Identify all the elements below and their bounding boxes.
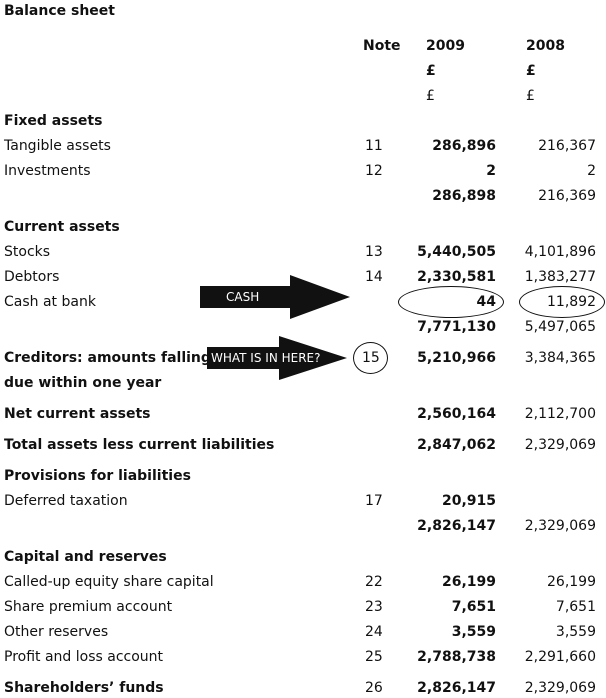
cash-arrow-icon — [200, 275, 350, 319]
row-label: Total assets less current liabilities — [4, 437, 275, 453]
subtotal-2008: 5,497,065 — [524, 319, 596, 335]
value-2008: 3,559 — [555, 624, 596, 640]
value-2008: 4,101,896 — [524, 244, 596, 260]
value-2009: 7,651 — [451, 599, 496, 615]
section-provisions: Provisions for liabilities — [4, 468, 191, 484]
row-label: Called-up equity share capital — [4, 574, 214, 590]
value-2008: 26,199 — [547, 574, 596, 590]
row-note: 12 — [365, 163, 383, 179]
subtotal-2009: 7,771,130 — [417, 319, 496, 335]
value-2009: 3,559 — [451, 624, 496, 640]
section-current-assets: Current assets — [4, 219, 120, 235]
cash-2008-circle — [519, 286, 605, 318]
row-note: 24 — [365, 624, 383, 640]
value-2009: 2,560,164 — [417, 406, 496, 422]
note-column-header: Note — [363, 38, 401, 54]
creditors-arrow-label: WHAT IS IN HERE? — [211, 351, 321, 365]
value-2008: 2,112,700 — [524, 406, 596, 422]
value-2008: 1,383,277 — [524, 269, 596, 285]
value-2008: 2,329,069 — [524, 680, 596, 696]
value-2009: 20,915 — [441, 493, 496, 509]
currency-2008: £ — [526, 63, 536, 79]
row-label: Tangible assets — [4, 138, 111, 154]
row-label: Net current assets — [4, 406, 151, 422]
subtotal-2009: 286,898 — [432, 188, 496, 204]
subtotal-2009: 2,826,147 — [417, 518, 496, 534]
year-2008-header: 2008 — [526, 38, 565, 54]
creditors-arrow-icon — [207, 336, 347, 380]
row-note: 26 — [365, 680, 383, 696]
row-label: Shareholders’ funds — [4, 680, 164, 696]
value-2009: 5,440,505 — [417, 244, 496, 260]
row-label: Stocks — [4, 244, 51, 260]
cash-2009-circle — [398, 286, 504, 318]
subtotal-2008: 2,329,069 — [524, 518, 596, 534]
row-note: 11 — [365, 138, 383, 154]
row-label: Cash at bank — [4, 294, 96, 310]
section-fixed-assets: Fixed assets — [4, 113, 103, 129]
value-2009: 2,330,581 — [417, 269, 496, 285]
value-2009: 2 — [486, 163, 496, 179]
value-2009: 2,847,062 — [417, 437, 496, 453]
row-note: 17 — [365, 493, 383, 509]
value-2009: 5,210,966 — [417, 350, 496, 366]
value-2008: 2,291,660 — [524, 649, 596, 665]
row-label: Share premium account — [4, 599, 173, 615]
row-note: 13 — [365, 244, 383, 260]
row-label: Deferred taxation — [4, 493, 128, 509]
subtotal-2008: 216,369 — [538, 188, 596, 204]
value-2009: 2,788,738 — [417, 649, 496, 665]
currency-sub-2008: £ — [526, 88, 535, 104]
row-label: Creditors: amounts falling — [4, 350, 211, 366]
row-note: 22 — [365, 574, 383, 590]
value-2008: 2 — [587, 163, 596, 179]
row-label: Debtors — [4, 269, 60, 285]
value-2008: 216,367 — [538, 138, 596, 154]
currency-sub-2009: £ — [426, 88, 435, 104]
row-label: Other reserves — [4, 624, 109, 640]
cash-arrow-label: CASH — [226, 290, 260, 304]
page-title: Balance sheet — [4, 3, 115, 19]
note-15-circle — [353, 342, 388, 374]
currency-2009: £ — [426, 63, 436, 79]
row-note: 23 — [365, 599, 383, 615]
value-2008: 3,384,365 — [524, 350, 596, 366]
section-capital: Capital and reserves — [4, 549, 167, 565]
value-2008: 2,329,069 — [524, 437, 596, 453]
value-2009: 26,199 — [441, 574, 496, 590]
row-note: 25 — [365, 649, 383, 665]
year-2009-header: 2009 — [426, 38, 465, 54]
row-note: 14 — [365, 269, 383, 285]
value-2009: 2,826,147 — [417, 680, 496, 696]
row-label: Profit and loss account — [4, 649, 164, 665]
row-label: Investments — [4, 163, 91, 179]
value-2008: 7,651 — [555, 599, 596, 615]
value-2009: 286,896 — [432, 138, 496, 154]
row-label-continued: due within one year — [4, 375, 162, 391]
